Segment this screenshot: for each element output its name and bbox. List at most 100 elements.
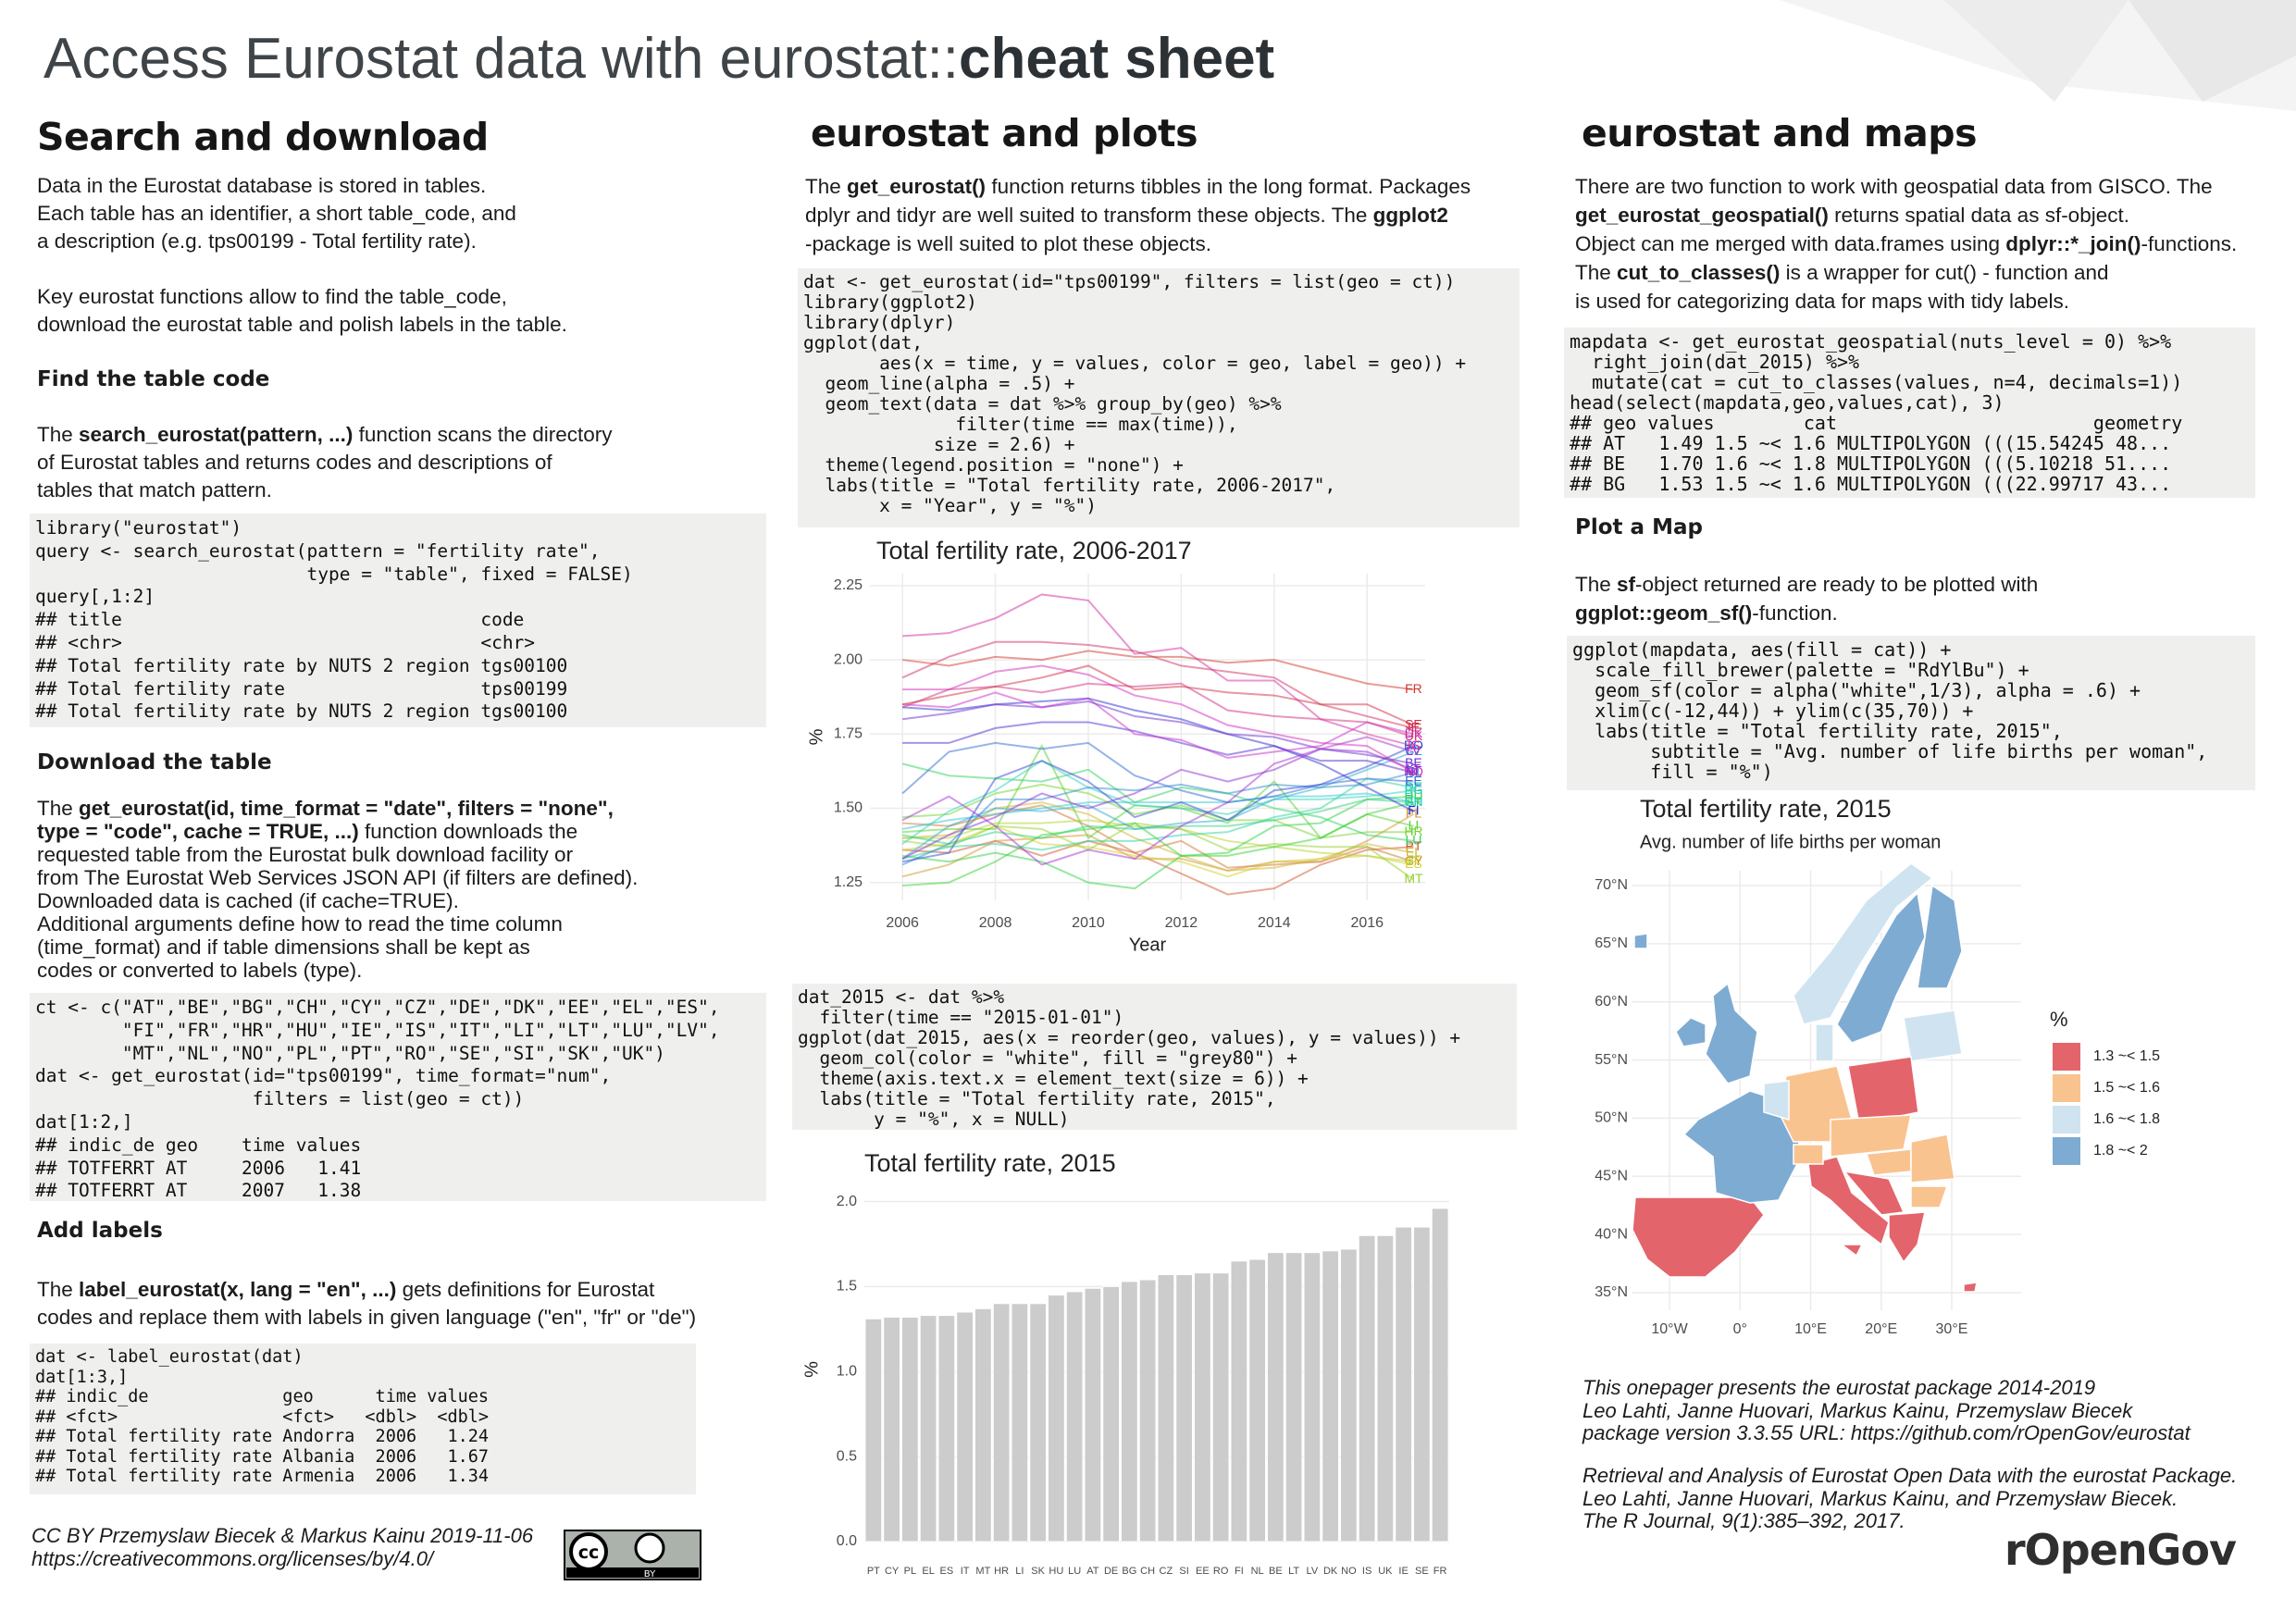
x-tick-label: BE (1269, 1566, 1283, 1577)
x-tick-label: EE (1196, 1566, 1210, 1577)
country (1763, 1080, 1790, 1121)
code-line: dat[1:2,] (35, 1110, 133, 1133)
y-tick-label: 1.0 (837, 1363, 857, 1379)
bar (1322, 1250, 1340, 1542)
code-line: ggplot(dat_2015, aes(x = reorder(geo, va… (798, 1027, 1461, 1048)
x-tick-label: 10°E (1794, 1321, 1827, 1337)
bold-text: ggplot2 (1372, 204, 1448, 227)
bar (1248, 1258, 1267, 1542)
x-tick-label: NO (1341, 1566, 1357, 1577)
series-line (902, 650, 1414, 691)
code-line: ## BG 1.53 1.5 ~< 1.6 MULTIPOLYGON (((22… (1570, 473, 2172, 495)
paragraph: The label_eurostat(x, lang = "en", ...) … (37, 1276, 696, 1332)
bar (900, 1316, 919, 1542)
code-block: ggplot(mapdata, aes(fill = cat)) + scale… (1567, 636, 2255, 790)
series-line (902, 801, 1414, 886)
text-line: This onepager presents the eurostat pack… (1582, 1376, 2096, 1399)
bar (1011, 1303, 1029, 1542)
text-line: The get_eurostat(id, time_format = "date… (37, 797, 638, 820)
code-block: library("eurostat") query <- search_euros… (30, 514, 766, 727)
code-line: ## Total fertility rate Armenia 2006 1.3… (35, 1467, 490, 1486)
chart-title: Total fertility rate, 2015 (1640, 795, 1892, 823)
x-tick-label: 2012 (1165, 915, 1198, 931)
text: -functions. (2141, 232, 2238, 255)
series-line (902, 593, 1414, 748)
bar (1358, 1234, 1376, 1542)
code-line: ct <- c("AT","BE","BG","CH","CY","CZ","D… (35, 997, 720, 1018)
code-line: ## Total fertility rate Andorra 2006 1.2… (35, 1427, 490, 1446)
section-heading: eurostat and plots (811, 111, 1198, 155)
chart-title: Total fertility rate, 2015 (864, 1149, 1116, 1177)
text-line: codes or converted to labels (type). (37, 959, 363, 982)
end-label: LT (1407, 762, 1421, 776)
code-line: ## Total fertility rate by NUTS 2 region… (35, 654, 568, 676)
series-line (901, 777, 1414, 861)
code-line: size = 2.6) + (803, 434, 1075, 455)
code-line: labs(title = "Total fertility rate, 2006… (803, 475, 1336, 496)
text: The (1575, 261, 1618, 284)
series-line (901, 762, 1414, 842)
x-tick-label: CZ (1160, 1566, 1173, 1577)
text-line: download the eurostat table and polish l… (37, 313, 567, 336)
legend-swatch (2053, 1074, 2080, 1102)
code-line: geom_sf(color = alpha("white",1/3), alph… (1572, 679, 2141, 701)
end-label: EE (1405, 773, 1422, 787)
end-label: MT (1404, 871, 1423, 886)
bar (919, 1315, 937, 1542)
legend-swatch (2053, 1106, 2080, 1134)
country (1632, 1196, 1765, 1278)
y-tick-label: 45°N (1595, 1169, 1628, 1184)
x-tick-label: UK (1378, 1566, 1393, 1577)
bar (1285, 1252, 1303, 1542)
y-tick-label: 35°N (1595, 1284, 1628, 1300)
text-line: The cut_to_classes() is a wrapper for cu… (1575, 258, 2237, 287)
by-label: BY (644, 1569, 656, 1580)
text-line: Object can me merged with data.frames us… (1575, 229, 2237, 258)
series-line (901, 640, 1414, 729)
text-line: (time_format) and if table dimensions sh… (37, 935, 530, 959)
x-tick-label: EL (922, 1566, 934, 1577)
code-block: dat <- get_eurostat(id="tps00199", filte… (798, 268, 1520, 527)
end-label: FR (1405, 681, 1422, 696)
code-line: ## geo values cat geometry (1570, 412, 2183, 434)
x-tick-label: FI (1235, 1566, 1244, 1577)
code-line: labs(title = "Total fertility rate, 2015… (1572, 720, 2063, 742)
bar (956, 1311, 974, 1542)
paragraph: The get_eurostat() function returns tibb… (805, 172, 1471, 258)
x-tick-label: 2006 (886, 915, 919, 931)
y-tick-label: 50°N (1595, 1110, 1628, 1126)
code-line: dat <- label_eurostat(dat) (35, 1347, 304, 1367)
text-line: package version 3.3.55 URL: https://gith… (1582, 1421, 2191, 1444)
chart-title: Total fertility rate, 2006-2017 (876, 537, 1192, 564)
paragraph: The get_eurostat(id, time_format = "date… (37, 797, 638, 982)
x-tick-label: ES (940, 1566, 954, 1577)
text-line: Leo Lahti, Janne Huovari, Markus Kainu, … (1582, 1486, 2178, 1510)
country (1633, 933, 1648, 949)
cc-circle (569, 1532, 608, 1571)
text-line: The sf-object returned are ready to be p… (1575, 570, 2038, 599)
text-line: type = "code", cache = TRUE, ...) functi… (37, 820, 638, 843)
text-line: Retrieval and Analysis of Eurostat Open … (1582, 1464, 2238, 1487)
text: The (37, 797, 80, 820)
bar (1029, 1303, 1048, 1542)
text-line: requested table from the Eurostat bulk d… (37, 843, 574, 866)
code-line: xlim(c(-12,44)) + ylim(c(35,70)) + (1572, 700, 1974, 722)
series-line (901, 750, 1414, 860)
end-label: CH (1404, 794, 1422, 809)
bar (1193, 1272, 1211, 1542)
series-line (902, 801, 1414, 872)
text-line: Key eurostat functions allow to find the… (37, 285, 507, 308)
cc-icon: cc (578, 1542, 600, 1563)
x-tick-label: 2010 (1072, 915, 1105, 931)
bold-text: get_eurostat(id, time_format = "date", f… (79, 797, 614, 820)
end-label: LV (1406, 743, 1421, 758)
text-line: Downloaded data is cached (if cache=TRUE… (37, 889, 459, 912)
x-tick-label: LU (1068, 1566, 1081, 1577)
bold-text: ggplot::geom_sf() (1575, 601, 1753, 625)
title-bold: cheat sheet (959, 27, 1275, 91)
text-line: get_eurostat_geospatial() returns spatia… (1575, 201, 2237, 229)
text-line: https://creativecommons.org/licenses/by/… (31, 1546, 434, 1570)
x-tick-label: IE (1398, 1566, 1408, 1577)
text: The (37, 423, 80, 446)
